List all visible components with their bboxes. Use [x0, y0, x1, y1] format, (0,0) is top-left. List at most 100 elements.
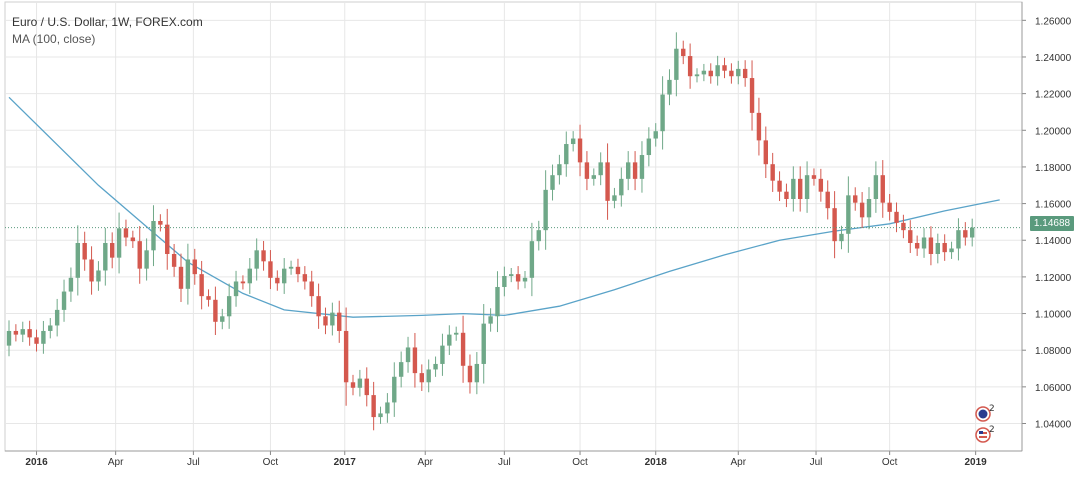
- candle: [626, 151, 631, 191]
- candle: [935, 233, 940, 264]
- candle-body: [460, 332, 466, 366]
- candle-body: [103, 242, 108, 271]
- candle-body: [412, 347, 418, 374]
- x-tick-label: Oct: [263, 457, 279, 468]
- candle: [667, 69, 672, 106]
- candle-body: [570, 138, 576, 145]
- candle-body: [343, 330, 349, 383]
- candle: [220, 308, 225, 330]
- candle: [27, 320, 32, 346]
- candle: [928, 226, 934, 266]
- candle: [557, 154, 562, 185]
- candle-body: [6, 330, 12, 346]
- candle-body: [522, 277, 528, 282]
- candle: [866, 187, 872, 230]
- candle: [323, 307, 328, 335]
- candle: [75, 225, 80, 296]
- candle: [233, 270, 239, 307]
- x-tick-label: Jul: [187, 457, 200, 468]
- candle: [687, 43, 693, 89]
- candle-body: [357, 378, 363, 388]
- event-count-1: 2: [989, 404, 995, 414]
- candle: [742, 60, 748, 87]
- candle-body: [350, 382, 356, 388]
- candle: [185, 243, 191, 305]
- candle: [330, 302, 335, 336]
- candle: [756, 97, 762, 156]
- candle: [839, 225, 844, 250]
- candle-body: [61, 291, 67, 310]
- candle: [736, 60, 741, 85]
- indicator-label: MA (100, close): [12, 32, 96, 46]
- candle-body: [859, 202, 865, 218]
- candle-body: [763, 140, 768, 165]
- candle-body: [543, 189, 548, 231]
- candle-body: [839, 233, 844, 242]
- candle-body: [935, 242, 940, 254]
- candle-body: [123, 228, 129, 238]
- candle: [199, 260, 204, 310]
- candle: [378, 406, 383, 424]
- candle: [412, 332, 418, 388]
- x-tick-label: Jul: [498, 457, 511, 468]
- candle-body: [419, 373, 424, 383]
- candle-body: [254, 250, 259, 269]
- candle: [268, 250, 273, 290]
- candle: [880, 160, 885, 218]
- candle: [110, 232, 115, 269]
- x-tick-label: Oct: [882, 457, 898, 468]
- symbol-title: Euro / U.S. Dollar, 1W, FOREX.com: [12, 15, 203, 29]
- candle: [302, 266, 308, 290]
- candle-body: [433, 363, 438, 370]
- candle: [288, 260, 294, 275]
- candle-body: [784, 191, 789, 200]
- y-tick-label: 1.22000: [1035, 90, 1072, 101]
- candle: [605, 143, 610, 220]
- axes: 1.26000 1.24000 1.22000 1.20000 1.18000 1.160…: [5, 2, 1072, 468]
- candle-body: [756, 112, 762, 141]
- candle-body: [956, 230, 961, 249]
- candle: [708, 63, 713, 84]
- candle-body: [54, 309, 60, 326]
- x-tick-label: Apr: [108, 457, 124, 468]
- candle: [254, 238, 259, 281]
- candle-body: [96, 270, 101, 282]
- candle: [488, 308, 493, 332]
- candle-body: [529, 241, 535, 278]
- candle-body: [426, 369, 431, 383]
- candle: [694, 68, 700, 83]
- candle-body: [908, 230, 913, 243]
- candle-body: [832, 208, 837, 242]
- candle-body: [811, 175, 817, 179]
- candle-body: [89, 259, 94, 282]
- candle-body: [488, 316, 493, 324]
- candle: [515, 266, 521, 290]
- eu-flag-event-icon[interactable]: 2: [975, 404, 995, 422]
- candle-body: [791, 178, 796, 200]
- candle: [956, 218, 961, 261]
- candle-body: [949, 248, 954, 253]
- candle: [612, 187, 617, 209]
- candle-body: [770, 164, 775, 181]
- candle: [474, 352, 480, 395]
- candle: [343, 307, 349, 406]
- candle-body: [398, 362, 404, 377]
- candle-body: [605, 162, 610, 201]
- candle-body: [474, 363, 480, 383]
- candle: [619, 167, 624, 207]
- candle: [798, 166, 803, 212]
- candle-body: [694, 74, 700, 77]
- candle: [949, 241, 954, 259]
- candle: [859, 192, 865, 228]
- candle: [853, 187, 858, 211]
- grid: [4, 1, 1023, 452]
- us-flag-event-icon[interactable]: 2: [975, 425, 995, 443]
- candle: [6, 320, 12, 357]
- candle-body: [467, 365, 473, 383]
- candle-body: [288, 266, 294, 269]
- candle-body: [454, 332, 459, 335]
- candle-body: [502, 275, 507, 287]
- candle: [777, 171, 782, 202]
- candle-body: [550, 175, 555, 190]
